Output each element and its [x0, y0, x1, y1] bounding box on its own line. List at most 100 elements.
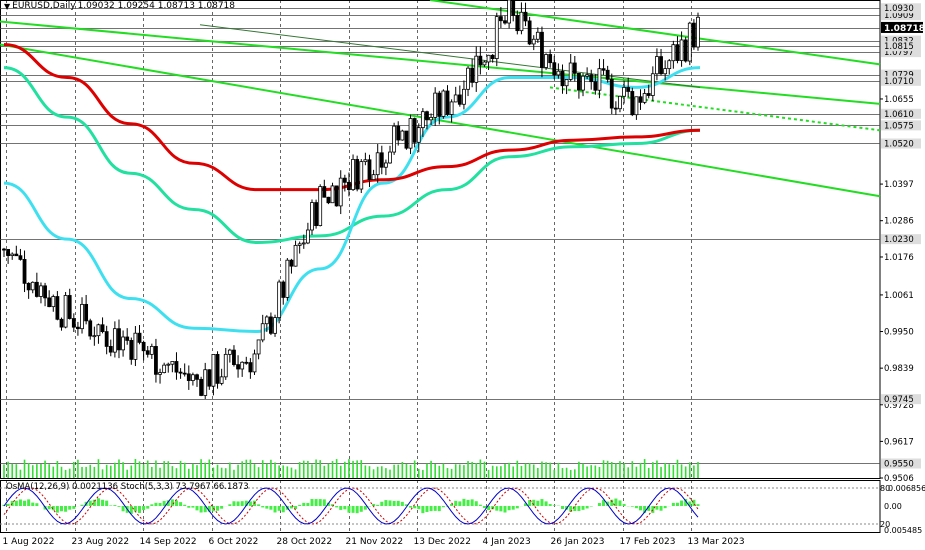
- price-level-label: 1.0575: [884, 121, 914, 131]
- candle-body: [96, 324, 101, 337]
- candle-body: [256, 339, 261, 355]
- candle-body: [663, 68, 668, 75]
- candle-body: [351, 159, 355, 191]
- chart-header: ▼ EURUSD,Daily 1.09032 1.09254 1.08713 1…: [4, 1, 235, 11]
- dropdown-triangle-icon[interactable]: ▼: [4, 1, 11, 11]
- candle-body: [548, 54, 553, 64]
- candle-body: [10, 253, 15, 257]
- candle-body: [30, 281, 35, 291]
- price-level-box: [881, 10, 921, 21]
- date-tick-label: 17 Feb 2023: [620, 537, 676, 547]
- ma-cyan-line: [3, 66, 701, 334]
- price-tick-label: 1.0655: [884, 95, 914, 105]
- candle-body: [43, 285, 47, 299]
- channel-line: [0, 43, 881, 198]
- candle-body: [347, 181, 351, 191]
- candle-body: [355, 159, 360, 190]
- channel-line: [549, 86, 881, 132]
- candle-body: [14, 253, 19, 257]
- date-tick-label: 1 Aug 2022: [3, 537, 55, 547]
- candle-body: [527, 20, 532, 45]
- channel-line: [0, 20, 881, 105]
- candle-body: [646, 93, 651, 96]
- price-tick-label: 1.0061: [884, 291, 914, 301]
- price-level-box: [881, 41, 921, 52]
- current-price-label: 1.08718: [884, 24, 925, 34]
- candle-body: [371, 174, 376, 181]
- price-level-label: 1.0520: [884, 139, 914, 149]
- candle-body: [420, 111, 425, 129]
- osc-tick-label: 0.005485: [884, 526, 922, 535]
- price-level-label: 1.0710: [884, 77, 914, 87]
- candle-body: [437, 92, 442, 117]
- candle-body: [39, 285, 43, 297]
- date-tick-label: 14 Sep 2022: [140, 537, 197, 547]
- candle-body: [121, 336, 125, 351]
- candle-body: [650, 73, 655, 96]
- candle-body: [503, 20, 507, 24]
- candle-body: [67, 295, 72, 319]
- candle-body: [396, 125, 401, 141]
- candle-body: [605, 69, 610, 80]
- candle-body: [301, 242, 306, 245]
- price-level-label: 1.0610: [884, 110, 914, 120]
- candle-body: [330, 185, 335, 204]
- date-tick-label: 13 Mar 2023: [688, 537, 745, 547]
- candle-body: [675, 44, 680, 61]
- candle-body: [589, 74, 594, 83]
- candle-body: [133, 332, 138, 360]
- candle-body: [170, 361, 175, 365]
- candle-body: [687, 22, 692, 62]
- candle-body: [412, 118, 417, 143]
- candle-body: [531, 38, 536, 45]
- candle-body: [108, 346, 113, 353]
- candle-body: [100, 324, 105, 333]
- candle-body: [511, 0, 516, 16]
- candle-body: [240, 361, 245, 370]
- candle-body: [466, 67, 470, 90]
- price-level-box: [881, 75, 921, 86]
- candle-body: [613, 107, 618, 110]
- candle-body: [63, 295, 68, 328]
- candle-body: [564, 79, 569, 87]
- price-level-label: 1.0797: [884, 48, 914, 58]
- candle-body: [26, 282, 31, 291]
- candle-body: [227, 349, 232, 355]
- price-level-label: 1.0729: [884, 71, 914, 81]
- candle-body: [486, 54, 491, 63]
- price-level-label: 1.0930: [884, 4, 914, 14]
- current-price-box: [881, 21, 923, 33]
- price-level-label: 1.0815: [884, 42, 914, 52]
- price-level-box: [881, 138, 921, 149]
- price-level-box: [881, 3, 921, 14]
- candle-body: [211, 353, 216, 387]
- candle-body: [375, 152, 380, 176]
- date-tick-label: 21 Nov 2022: [346, 537, 404, 547]
- candle-body: [671, 44, 676, 62]
- date-tick-label: 6 Oct 2022: [209, 537, 259, 547]
- candle-body: [429, 116, 433, 121]
- candle-body: [609, 78, 614, 109]
- candle-body: [679, 39, 684, 61]
- candle-body: [392, 125, 397, 153]
- candle-body: [416, 127, 421, 143]
- candle-body: [626, 87, 631, 92]
- candle-body: [630, 91, 635, 116]
- candle-body: [597, 68, 602, 91]
- osc-tick-label: 80: [880, 484, 890, 493]
- candle-body: [219, 376, 224, 384]
- candle-body: [696, 16, 700, 48]
- price-level-box: [881, 35, 921, 46]
- date-tick-label: 4 Jan 2023: [483, 537, 531, 547]
- osc-tick-label: 0.0068567: [888, 484, 925, 493]
- candle-body: [273, 317, 277, 334]
- candle-body: [281, 281, 286, 298]
- candle-body: [59, 318, 64, 328]
- candle-body: [593, 81, 598, 91]
- date-tick-label: 23 Aug 2022: [72, 537, 130, 547]
- candle-body: [568, 62, 573, 80]
- ohlc-values: 1.09032 1.09254 1.08713 1.08718: [77, 1, 236, 11]
- ma-aqua-line: [3, 66, 701, 244]
